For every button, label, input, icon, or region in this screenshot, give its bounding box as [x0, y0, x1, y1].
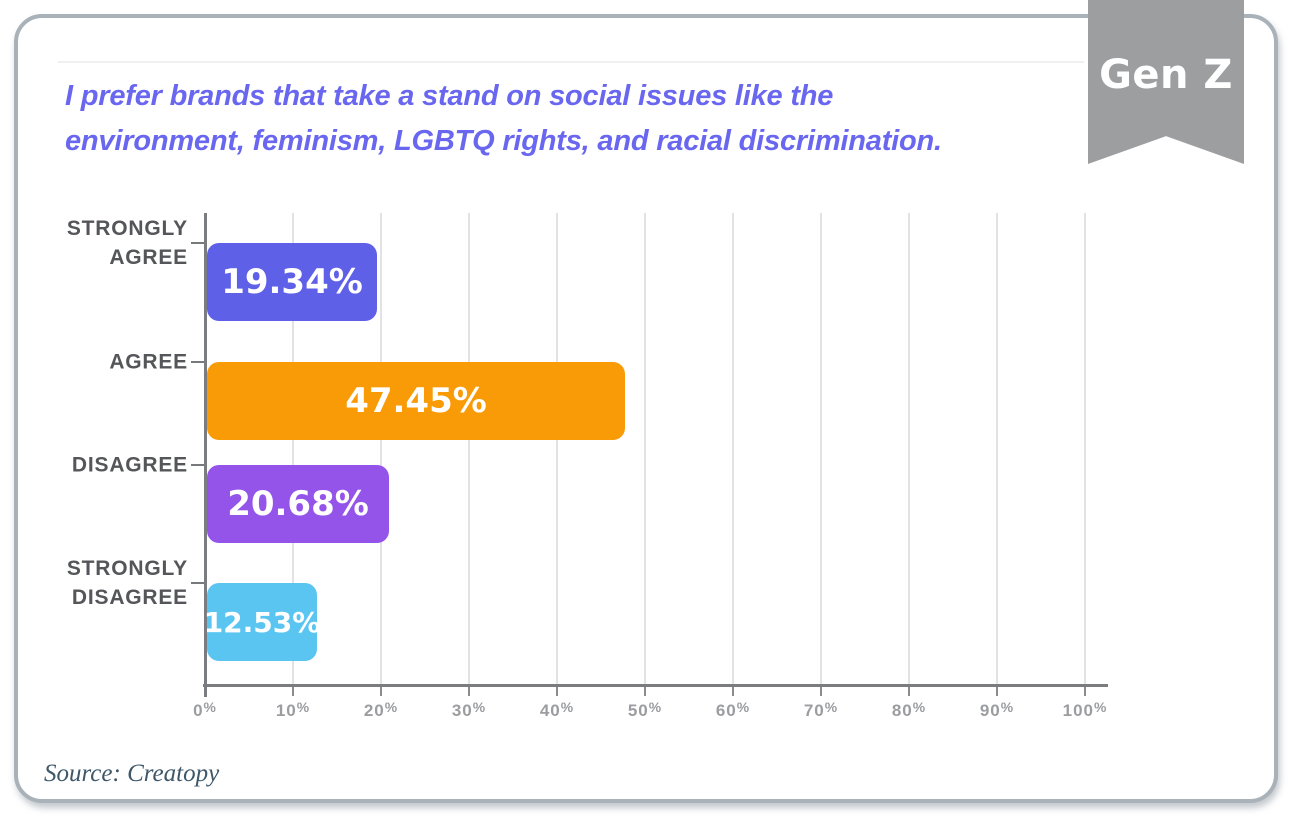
x-tick-label: 0% — [193, 699, 217, 720]
gridline — [380, 213, 382, 685]
gridline — [292, 213, 294, 685]
x-tick-label: 100% — [1062, 699, 1108, 720]
bar-value-label: 19.34% — [221, 262, 363, 302]
gridline — [820, 213, 822, 685]
source-credit: Source: Creatopy — [44, 760, 220, 787]
gridline — [468, 213, 470, 685]
x-axis-tick — [732, 687, 734, 696]
x-tick-label: 70% — [803, 699, 839, 720]
x-tick-label: 20% — [363, 699, 399, 720]
chart-title: I prefer brands that take a stand on soc… — [65, 74, 1065, 164]
x-tick-label: 50% — [627, 699, 663, 720]
gridline — [732, 213, 734, 685]
x-axis-tick — [380, 687, 382, 696]
bar-strongly-disagree: 12.53% — [204, 583, 320, 661]
gridline — [1084, 213, 1086, 685]
gridline — [556, 213, 558, 685]
category-label: DISAGREE — [71, 453, 188, 477]
bar-strongly-agree: 19.34% — [207, 243, 377, 321]
x-axis-tick — [820, 687, 822, 696]
chart-title-line-1: I prefer brands that take a stand on soc… — [65, 80, 834, 112]
top-divider-line — [58, 61, 1084, 63]
x-axis-tick — [1084, 687, 1086, 696]
category-label: STRONGLY AGREE — [66, 217, 188, 269]
x-tick-label: 30% — [451, 699, 487, 720]
bar-agree: 47.45% — [207, 362, 625, 440]
x-tick-label: 40% — [539, 699, 575, 720]
category-tick — [191, 361, 204, 363]
x-axis-tick — [292, 687, 294, 696]
x-tick-label: 60% — [715, 699, 751, 720]
x-tick-label: 80% — [891, 699, 927, 720]
ribbon-label: Gen Z — [1099, 52, 1233, 98]
y-axis — [204, 213, 207, 697]
x-axis-tick — [556, 687, 558, 696]
category-tick — [191, 464, 204, 466]
category-label: STRONGLY DISAGREE — [66, 557, 188, 609]
gridline — [996, 213, 998, 685]
bar-value-label: 12.53% — [203, 605, 321, 639]
bar-disagree: 20.68% — [207, 465, 389, 543]
x-axis-tick — [908, 687, 910, 696]
x-axis-tick — [468, 687, 470, 696]
chart-title-line-2: environment, feminism, LGBTQ rights, and… — [65, 125, 942, 157]
gridline — [644, 213, 646, 685]
category-label: AGREE — [109, 350, 188, 374]
x-tick-label: 90% — [979, 699, 1015, 720]
gridline — [908, 213, 910, 685]
bar-value-label: 20.68% — [227, 484, 369, 524]
x-axis-tick — [644, 687, 646, 696]
bar-value-label: 47.45% — [345, 381, 487, 421]
x-axis-tick — [996, 687, 998, 696]
category-tick — [191, 242, 204, 244]
x-tick-label: 10% — [275, 699, 311, 720]
x-axis — [203, 684, 1108, 687]
category-tick — [191, 582, 204, 584]
